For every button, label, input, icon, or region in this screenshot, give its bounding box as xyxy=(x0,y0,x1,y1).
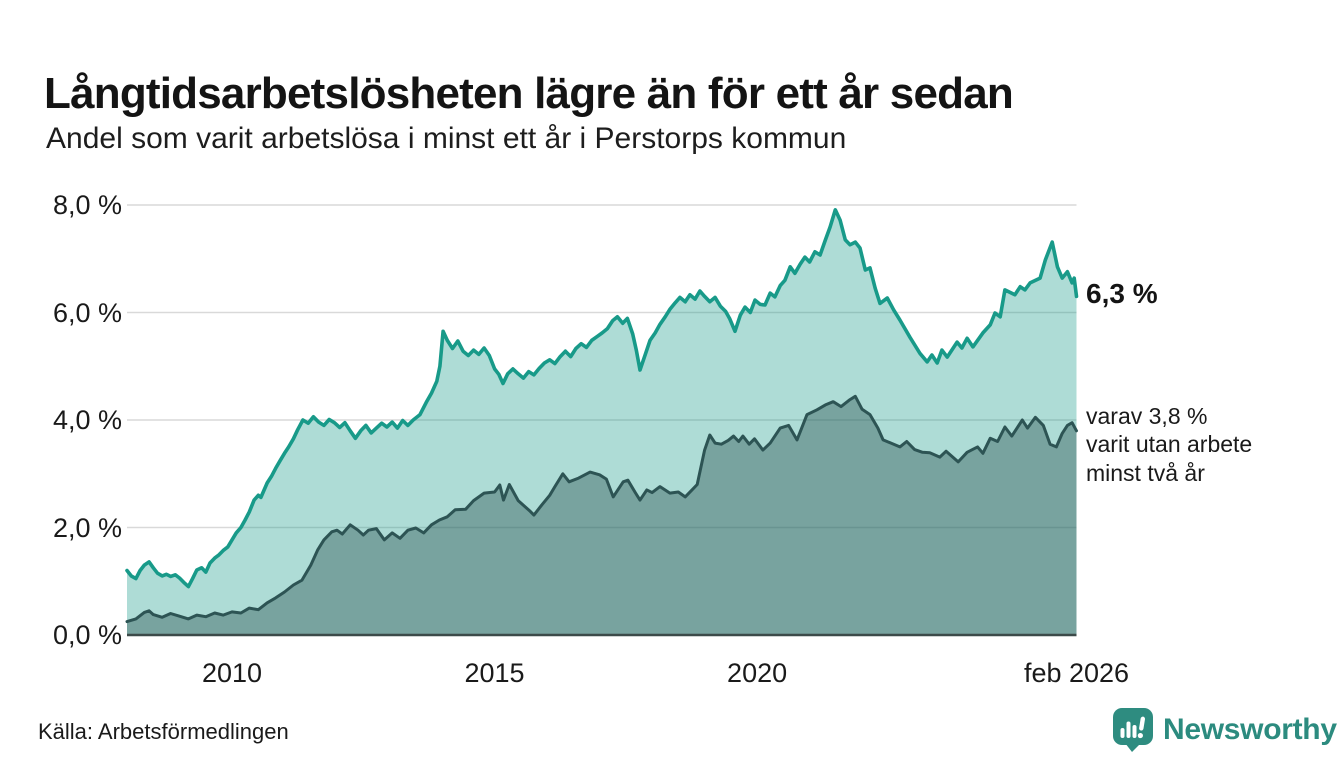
newsworthy-wordmark: Newsworthy xyxy=(1163,713,1337,746)
newsworthy-logo: Newsworthy xyxy=(1112,707,1337,753)
secondary-series-annotation: varav 3,8 % varit utan arbete minst två … xyxy=(1086,402,1252,488)
source-attribution: Källa: Arbetsförmedlingen xyxy=(38,719,289,744)
page-title: Långtidsarbetslösheten lägre än för ett … xyxy=(44,69,1014,119)
newsworthy-logo-icon xyxy=(1112,707,1154,753)
secondary-annotation-line1: varav 3,8 % xyxy=(1086,402,1208,429)
secondary-annotation-line3: minst två år xyxy=(1086,459,1205,486)
secondary-annotation-line2: varit utan arbete xyxy=(1086,431,1253,458)
page-subtitle: Andel som varit arbetslösa i minst ett å… xyxy=(46,122,847,155)
latest-value-annotation: 6,3 % xyxy=(1086,278,1158,310)
